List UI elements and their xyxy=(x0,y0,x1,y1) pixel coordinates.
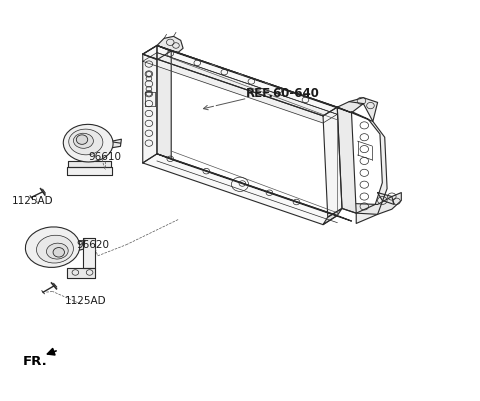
Polygon shape xyxy=(143,53,337,123)
Polygon shape xyxy=(143,45,171,60)
Polygon shape xyxy=(75,240,85,251)
Polygon shape xyxy=(349,98,378,122)
Circle shape xyxy=(53,247,64,257)
Polygon shape xyxy=(157,154,351,221)
Ellipse shape xyxy=(47,243,68,259)
Circle shape xyxy=(76,135,88,144)
Polygon shape xyxy=(143,45,157,163)
Ellipse shape xyxy=(36,235,73,263)
Polygon shape xyxy=(323,107,342,217)
Ellipse shape xyxy=(63,124,113,162)
Polygon shape xyxy=(67,167,112,175)
Polygon shape xyxy=(157,36,183,52)
Polygon shape xyxy=(378,192,394,205)
Ellipse shape xyxy=(69,129,103,155)
Polygon shape xyxy=(337,107,356,213)
Polygon shape xyxy=(351,111,387,223)
Text: 1125AD: 1125AD xyxy=(64,296,106,306)
Polygon shape xyxy=(323,209,342,225)
Polygon shape xyxy=(67,268,96,277)
Polygon shape xyxy=(68,161,111,167)
Text: 96610: 96610 xyxy=(88,152,121,162)
Polygon shape xyxy=(342,192,401,215)
Polygon shape xyxy=(157,45,351,113)
Text: 96620: 96620 xyxy=(76,240,109,250)
Ellipse shape xyxy=(25,227,80,267)
Ellipse shape xyxy=(73,133,94,148)
Text: REF.60-640: REF.60-640 xyxy=(246,87,320,100)
Polygon shape xyxy=(143,45,337,116)
Polygon shape xyxy=(111,139,121,148)
Text: FR.: FR. xyxy=(23,354,48,368)
Polygon shape xyxy=(143,154,337,225)
Text: 1125AD: 1125AD xyxy=(12,196,54,206)
Polygon shape xyxy=(84,238,96,268)
Polygon shape xyxy=(337,101,363,113)
Polygon shape xyxy=(157,45,171,158)
